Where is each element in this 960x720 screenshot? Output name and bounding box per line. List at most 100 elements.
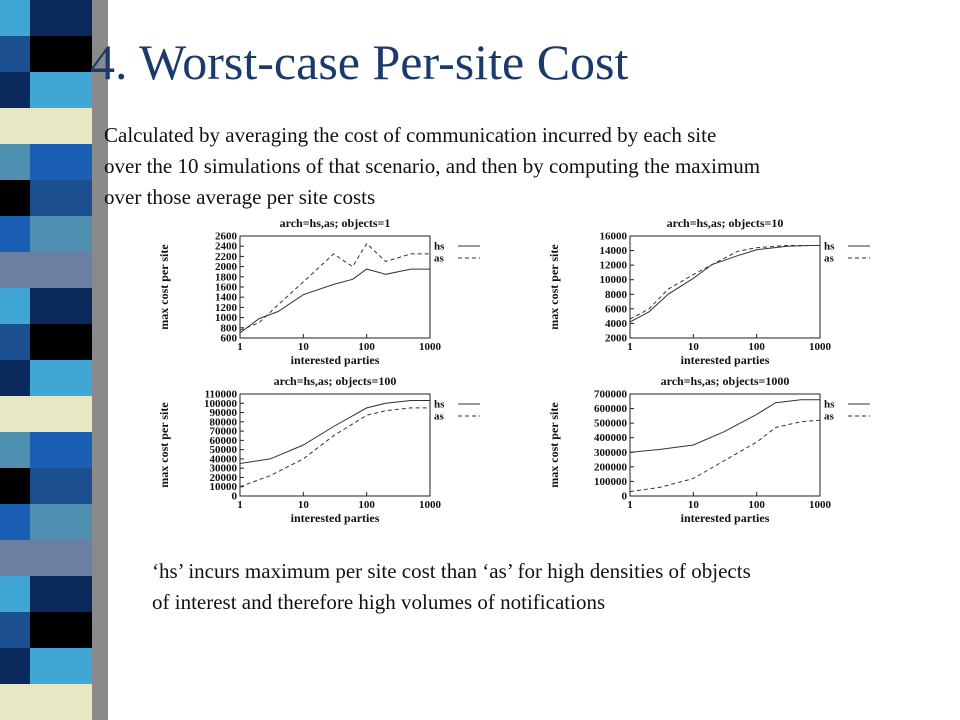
- chart-objects-10: arch=hs,as; objects=10 2000 4000 6000 8000 10…: [547, 216, 870, 367]
- conclusion-line: of interest and therefore high volumes o…: [152, 590, 606, 614]
- stripe-block-right: [30, 360, 92, 396]
- x-tick-label: 1000: [809, 341, 832, 353]
- y-tick-label: 2200: [215, 251, 238, 263]
- stripe-block-right: [30, 108, 92, 144]
- x-tick-label: 100: [358, 499, 375, 511]
- x-axis-label: interested parties: [291, 511, 380, 525]
- stripe-block-left: [0, 648, 30, 684]
- plot-frame: [239, 393, 431, 497]
- stripe-block-right: [30, 432, 92, 468]
- y-tick-label: 2600: [215, 231, 238, 243]
- stripe-block-left: [0, 576, 30, 612]
- y-tick-label: 50000: [210, 444, 238, 456]
- stripe-block-left: [0, 144, 30, 180]
- y-tick-label: 0: [622, 491, 628, 503]
- x-tick-label: 100: [748, 499, 765, 511]
- y-tick-label: 10000: [210, 481, 238, 493]
- y-tick-label: 500000: [594, 418, 628, 430]
- stripe-block-right: [30, 576, 92, 612]
- y-tick-label: 2000: [215, 261, 238, 273]
- stripe-block-right: [30, 252, 92, 288]
- y-tick-label: 0: [232, 491, 238, 503]
- series-line-hs: [629, 399, 820, 453]
- y-tick-label: 400000: [594, 432, 628, 444]
- x-tick-label: 1: [237, 341, 243, 353]
- y-tick-label: 40000: [210, 453, 238, 465]
- stripe-block-left: [0, 180, 30, 216]
- y-tick-label: 20000: [210, 472, 238, 484]
- series-line-as: [239, 407, 430, 488]
- stripe-block-right: [30, 504, 92, 540]
- y-tick-label: 300000: [594, 447, 628, 459]
- y-tick-label: 16000: [600, 231, 628, 243]
- x-tick-label: 10: [298, 341, 310, 353]
- stripe-block-right: [30, 612, 92, 648]
- stripe-block-right: [30, 36, 92, 72]
- y-tick-label: 6000: [605, 303, 628, 315]
- y-tick-label: 14000: [600, 245, 628, 257]
- stripe-block-right: [30, 72, 92, 108]
- x-tick-label: 1000: [419, 341, 442, 353]
- y-tick-label: 700000: [594, 389, 628, 401]
- y-tick-label: 600000: [594, 403, 628, 415]
- chart-objects-1: arch=hs,as; objects=16008001000120014001…: [157, 216, 480, 367]
- stripe-block-left: [0, 288, 30, 324]
- y-tick-label: 80000: [210, 416, 238, 428]
- chart-objects-1000: arch=hs,as; objects=1000 0 100000 200000 300…: [547, 374, 870, 525]
- series-line-as: [629, 419, 821, 493]
- series-line-hs: [239, 268, 430, 334]
- y-tick-label: 8000: [605, 289, 628, 301]
- plot-frame: [629, 393, 821, 497]
- x-tick-label: 10: [688, 341, 700, 353]
- chart-objects-100: arch=hs,as; objects=100 01000020000300004…: [157, 374, 480, 525]
- y-tick-label: 4000: [605, 318, 628, 330]
- plot-frame: [629, 235, 821, 339]
- stripe-block-left: [0, 252, 30, 288]
- x-axis-label: interested parties: [291, 353, 380, 367]
- legend-label-as: as: [434, 411, 445, 423]
- stripe-block-left: [0, 396, 30, 432]
- y-tick-label: 800: [221, 322, 238, 334]
- slide-title: 4. Worst-case Per-site Cost: [90, 34, 629, 90]
- stripe-block-left: [0, 108, 30, 144]
- series-line-hs: [239, 400, 430, 464]
- legend-label-hs: hs: [434, 399, 445, 411]
- x-tick-label: 10: [688, 499, 700, 511]
- stripe-block-left: [0, 612, 30, 648]
- y-axis-label: max cost per site: [157, 402, 171, 488]
- decorative-color-stripe: [0, 0, 108, 720]
- x-tick-label: 1000: [419, 499, 442, 511]
- conclusion-text: ‘hs’ incurs maximum per site cost than ‘…: [152, 556, 942, 618]
- y-tick-label: 200000: [594, 461, 628, 473]
- legend-label-as: as: [434, 253, 445, 265]
- x-tick-label: 100: [748, 341, 765, 353]
- stripe-block-left: [0, 0, 30, 36]
- y-tick-label: 60000: [210, 435, 238, 447]
- stripe-block-right: [30, 684, 92, 720]
- stripe-block-left: [0, 468, 30, 504]
- plot-frame: [239, 235, 431, 339]
- y-tick-label: 100000: [594, 476, 628, 488]
- chart-title: arch=hs,as; objects=100: [274, 374, 397, 388]
- stripe-block-left: [0, 504, 30, 540]
- y-tick-label: 1000: [215, 312, 238, 324]
- y-axis-label: max cost per site: [547, 402, 561, 488]
- description-line: over those average per site costs: [104, 185, 376, 209]
- legend-label-hs: hs: [434, 241, 445, 253]
- legend-label-hs: hs: [824, 241, 835, 253]
- y-tick-label: 1800: [215, 271, 238, 283]
- x-tick-label: 1000: [809, 499, 832, 511]
- x-tick-label: 100: [358, 341, 375, 353]
- stripe-shadow: [92, 0, 108, 720]
- y-tick-label: 70000: [210, 426, 238, 438]
- y-tick-label: 90000: [210, 407, 238, 419]
- series-line-as: [629, 245, 820, 320]
- y-tick-label: 1200: [215, 302, 238, 314]
- chart-title: arch=hs,as; objects=10: [667, 216, 784, 230]
- stripe-block-left: [0, 360, 30, 396]
- y-tick-label: 600: [221, 333, 238, 345]
- x-tick-label: 1: [627, 499, 633, 511]
- legend-label-as: as: [824, 411, 835, 423]
- y-tick-label: 2400: [215, 241, 238, 253]
- y-axis-label: max cost per site: [547, 244, 561, 330]
